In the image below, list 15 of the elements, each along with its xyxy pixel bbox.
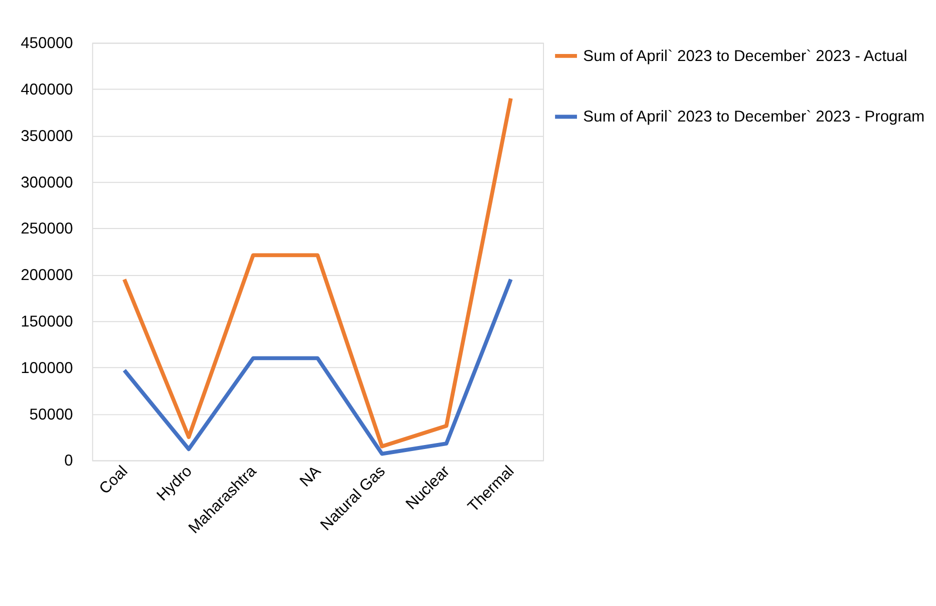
line-series xyxy=(122,96,513,448)
y-tick-label: 250000 xyxy=(20,220,74,238)
y-tick-label: 400000 xyxy=(20,82,74,99)
y-tick-label: 150000 xyxy=(20,313,74,330)
legend-label: Sum of April` 2023 to December` 2023 - Actual xyxy=(583,48,908,65)
legend-label: Sum of April` 2023 to December` 2023 - Program xyxy=(583,108,925,126)
x-tick-label: NA xyxy=(296,462,325,490)
y-tick-label: 200000 xyxy=(20,267,74,284)
y-tick-label: 50000 xyxy=(29,406,74,424)
y-tick-label: 350000 xyxy=(20,128,74,145)
line-series xyxy=(122,277,513,456)
y-tick-label: 450000 xyxy=(20,35,74,52)
y-tick-label: 300000 xyxy=(20,174,74,192)
y-tick-label: 0 xyxy=(64,452,74,470)
y-tick-label: 100000 xyxy=(20,360,74,377)
